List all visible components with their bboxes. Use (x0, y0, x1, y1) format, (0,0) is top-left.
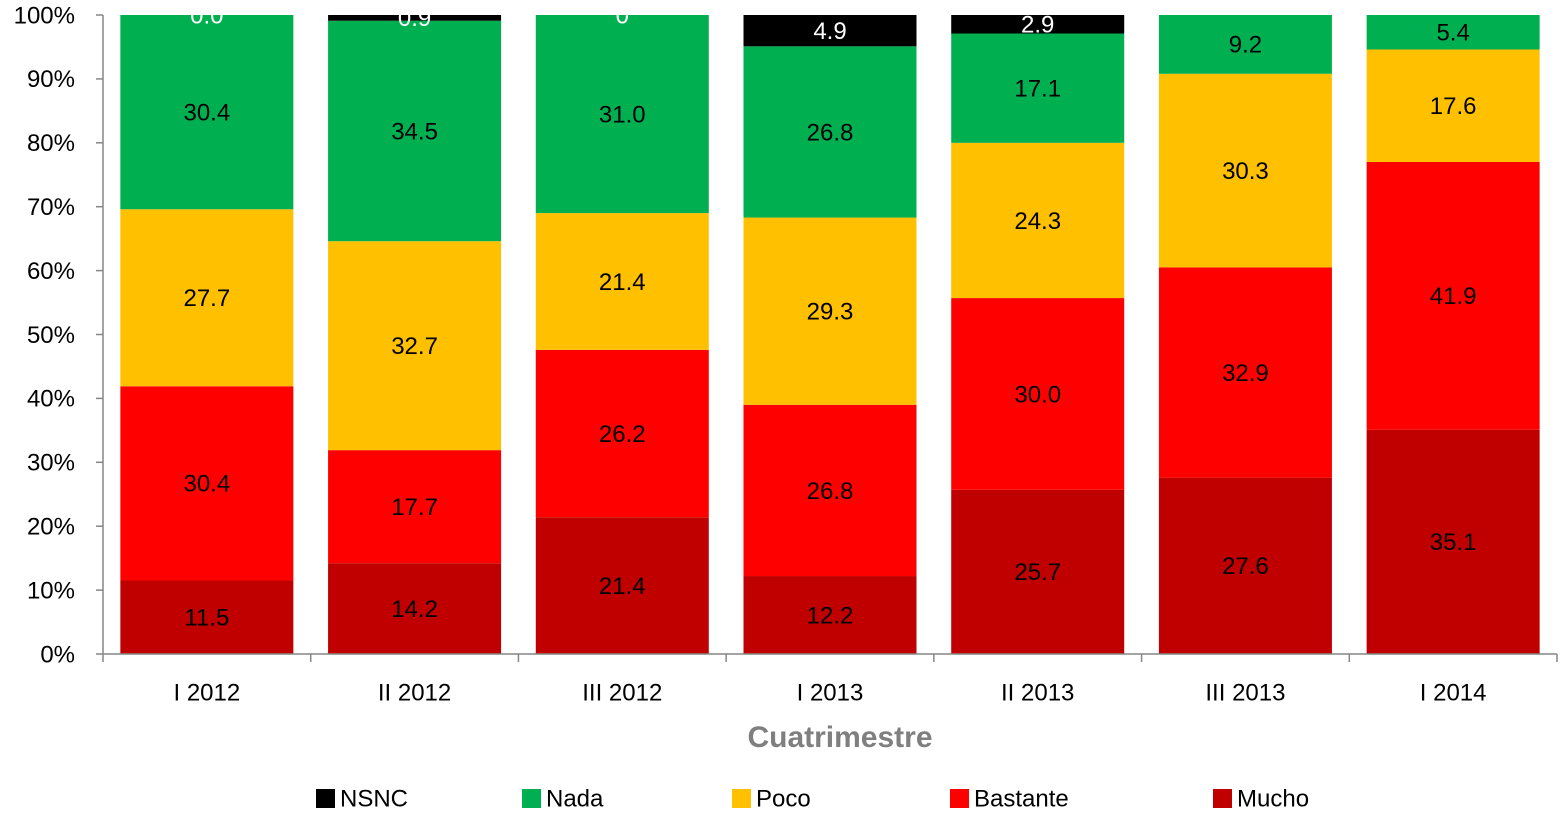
bar-segment (951, 298, 1125, 490)
data-label: 35.1 (1430, 529, 1477, 556)
bar-segment (328, 20, 502, 242)
y-tick-label: 40% (27, 386, 75, 413)
bar-segment (1158, 477, 1332, 654)
bar-segment (1366, 15, 1540, 50)
data-label: 4.9 (813, 18, 846, 45)
bar-segment (1158, 267, 1332, 478)
y-tick-label: 20% (27, 514, 75, 541)
bar-segment (1366, 161, 1540, 430)
y-tick-label: 70% (27, 194, 75, 221)
y-tick-label: 0% (40, 641, 75, 668)
data-label: 17.1 (1014, 76, 1061, 103)
bar-segment (535, 213, 709, 350)
x-tick-label: III 2012 (582, 679, 662, 706)
y-tick-label: 100% (14, 2, 75, 29)
bar-segment (1366, 429, 1540, 654)
data-label: 14.2 (391, 596, 438, 623)
legend-swatch (950, 789, 969, 808)
data-label: 41.9 (1430, 283, 1477, 310)
data-label: 11.5 (184, 605, 229, 632)
data-label: 32.9 (1222, 360, 1269, 387)
legend-label: Mucho (1237, 785, 1309, 812)
bar-segment (951, 15, 1125, 34)
bar-segment (120, 15, 294, 210)
bar-segment (535, 517, 709, 654)
bar-segment (743, 576, 917, 654)
bar-segment (951, 33, 1125, 143)
data-label: 31.0 (599, 101, 646, 128)
bar-segment (951, 489, 1125, 654)
data-label: 9.2 (1229, 32, 1262, 59)
data-label: 29.3 (807, 299, 854, 326)
x-tick-label: II 2013 (1001, 679, 1074, 706)
data-label: 30.3 (1222, 158, 1269, 185)
legend-swatch (522, 789, 541, 808)
legend-label: Nada (546, 785, 604, 812)
data-label: 30.4 (183, 99, 230, 126)
bar-segment (120, 386, 294, 581)
data-label: 5.4 (1436, 20, 1469, 47)
data-label: 17.7 (391, 494, 438, 521)
x-tick-label: I 2013 (797, 679, 864, 706)
data-label: 26.8 (807, 119, 854, 146)
x-tick-label: I 2012 (173, 679, 240, 706)
legend-swatch (1213, 789, 1232, 808)
y-tick-label: 80% (27, 130, 75, 157)
data-label: 24.3 (1014, 208, 1061, 235)
data-label: 21.4 (599, 269, 646, 296)
x-tick-label: I 2014 (1420, 679, 1487, 706)
data-label: 17.6 (1430, 93, 1477, 120)
bar-segment (951, 142, 1125, 299)
data-label: 27.6 (1222, 553, 1269, 580)
bar-segment (743, 404, 917, 577)
bar-segment (1158, 73, 1332, 268)
data-label: 26.8 (807, 478, 854, 505)
data-label: 26.2 (599, 421, 646, 448)
data-label: 0.0 (190, 2, 223, 29)
y-tick-label: 10% (27, 577, 75, 604)
legend-swatch (316, 789, 335, 808)
bar-segment (743, 217, 917, 405)
bar-segment (328, 241, 502, 451)
data-label: 21.4 (599, 573, 646, 600)
x-tick-label: III 2013 (1205, 679, 1285, 706)
bar-segment (120, 580, 294, 654)
legend-label: Poco (756, 785, 811, 812)
bar-segment (1158, 15, 1332, 74)
data-label: 27.7 (183, 285, 230, 312)
data-label: 30.4 (183, 471, 230, 498)
y-tick-label: 60% (27, 258, 75, 285)
bar-segment (328, 15, 502, 21)
x-axis-title: Cuatrimestre (747, 721, 932, 754)
data-label: 25.7 (1014, 559, 1061, 586)
y-tick-label: 90% (27, 66, 75, 93)
legend-swatch (732, 789, 751, 808)
legend-label: NSNC (340, 785, 408, 812)
data-label: 32.7 (391, 333, 438, 360)
bar-segment (1366, 49, 1540, 162)
bar-segment (328, 450, 502, 564)
data-label: 12.2 (807, 602, 854, 629)
bar-segment (328, 563, 502, 654)
y-tick-label: 30% (27, 450, 75, 477)
bar-segment (743, 15, 917, 47)
bar-segment (120, 209, 294, 387)
x-tick-label: II 2012 (378, 679, 451, 706)
data-label: 34.5 (391, 118, 438, 145)
data-label: 0 (616, 2, 629, 29)
data-label: 30.0 (1014, 381, 1061, 408)
bar-segment (743, 46, 917, 218)
data-label: 0.9 (398, 5, 431, 32)
y-tick-label: 50% (27, 322, 75, 349)
bar-segment (535, 15, 709, 214)
bar-segment (535, 349, 709, 518)
legend-label: Bastante (974, 785, 1069, 812)
data-label: 2.9 (1021, 12, 1054, 39)
